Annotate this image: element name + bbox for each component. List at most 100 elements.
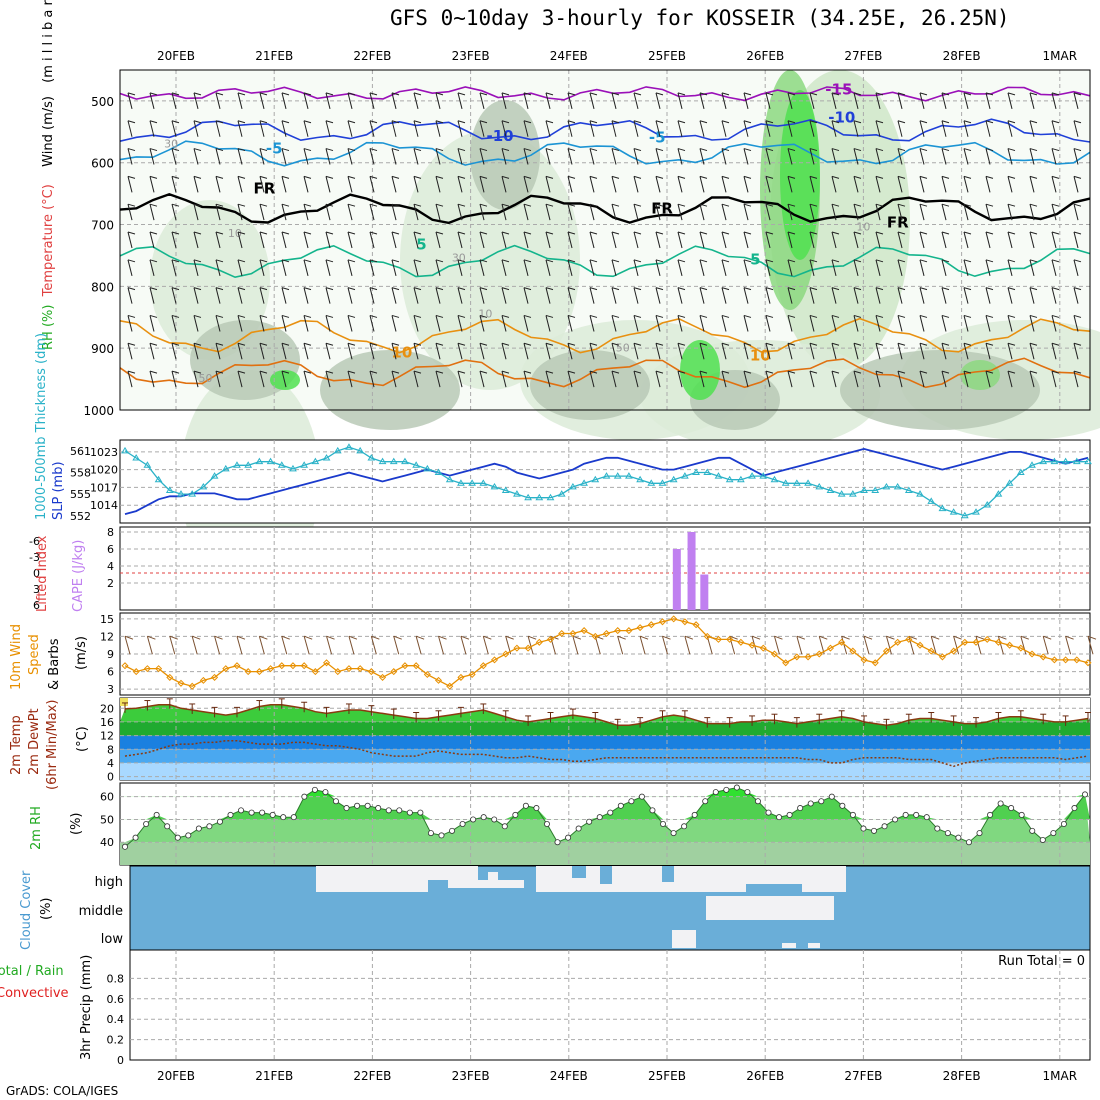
wind-barb: [611, 203, 620, 207]
wind-barb: [787, 259, 796, 263]
wind-barb: [699, 203, 708, 207]
wind-barb: [149, 92, 155, 110]
wind-barb: [809, 370, 815, 388]
wind-speed-point: [927, 647, 935, 655]
wind-barb: [303, 148, 312, 152]
wind-barb: [1051, 203, 1060, 207]
wind-barb: [1073, 342, 1082, 346]
wind-barb: [721, 259, 727, 276]
wind-barb: [1007, 175, 1016, 179]
wind-barb: [413, 204, 419, 221]
rh-point: [227, 811, 234, 818]
wind-barb: [919, 175, 928, 179]
wind-barb: [787, 370, 796, 374]
precip-tick-label: 0.2: [107, 1034, 125, 1047]
rh-point: [776, 814, 783, 821]
wind-barb: [655, 343, 661, 360]
wind-barb: [765, 175, 774, 179]
thickness-point: [322, 454, 331, 461]
thickness-point: [289, 464, 297, 472]
wind-barb: [457, 259, 463, 276]
wind-barb: [963, 92, 972, 96]
wind-barb: [193, 204, 199, 221]
wind-barb: [523, 148, 529, 165]
wind-barb: [787, 92, 796, 96]
wind-barb-10m: [662, 635, 671, 640]
wind-barb: [633, 120, 639, 137]
wind-barb: [391, 120, 397, 137]
rh-point: [849, 811, 856, 818]
wind-barb: [1051, 120, 1057, 137]
wind-speed-point: [1062, 656, 1070, 664]
thickness-point: [210, 472, 219, 479]
wind-barb: [413, 231, 419, 249]
wind-barb: [633, 370, 639, 388]
wind-barb: [1051, 120, 1060, 124]
wind-barb: [281, 343, 287, 360]
wind-barb-10m: [819, 635, 828, 640]
wind-barb: [303, 315, 309, 332]
wind-barb: [303, 342, 312, 346]
wind-barb: [303, 259, 312, 263]
thickness-point: [983, 500, 992, 508]
wind-barb: [897, 259, 906, 263]
wind-barb: [809, 148, 815, 165]
pressure-tick-label: 500: [91, 95, 114, 109]
cape-bar: [687, 532, 696, 610]
wind-barb: [545, 370, 554, 374]
wind-barb: [193, 203, 202, 207]
rh-point: [649, 807, 656, 814]
wind-barb: [787, 175, 796, 179]
thickness-point: [647, 479, 656, 486]
wind-barb: [545, 370, 551, 388]
wind-barb-10m: [214, 636, 221, 655]
pressure-tick-label: 1000: [83, 404, 114, 418]
wind-speed-point: [255, 668, 263, 676]
wind-barb-10m: [415, 635, 425, 640]
wind-barb: [545, 314, 554, 318]
wind-barb: [1073, 148, 1079, 165]
rh-contour-fill: [780, 90, 820, 260]
wind-barb-10m: [886, 635, 895, 640]
wind-barb: [677, 370, 686, 374]
wind-barb: [1073, 231, 1082, 235]
wind-barb: [765, 120, 774, 124]
wind-barb: [127, 231, 136, 235]
wind-barb: [523, 92, 529, 110]
thickness-point: [636, 475, 644, 483]
cape-ylabel-text: CAPE (J/kg): [71, 540, 86, 612]
rh-point: [670, 830, 677, 837]
wind-barb: [655, 148, 661, 165]
wind-barb: [831, 231, 837, 249]
wind-barb: [479, 148, 485, 165]
wind-barb: [809, 120, 818, 124]
wind-barb: [985, 204, 991, 221]
wind-barb: [347, 148, 356, 152]
wind-barb-10m: [124, 636, 131, 655]
wind-barb: [479, 287, 485, 304]
wind-barb: [853, 287, 859, 304]
wind-speed-point: [916, 641, 924, 649]
cape-bar: [700, 574, 709, 610]
top-date-label: 21FEB: [255, 49, 293, 63]
wind-barb: [611, 287, 617, 304]
wind-barb: [545, 259, 554, 263]
wind-speed-point: [513, 644, 521, 652]
wind-barb: [149, 203, 158, 207]
wind-barb: [743, 175, 752, 179]
wind-barb: [259, 343, 265, 360]
wind-barb: [941, 343, 947, 360]
wind-barb: [1029, 315, 1035, 332]
wind-barb-10m: [438, 636, 445, 655]
wind-barb: [853, 342, 862, 346]
rh-point: [206, 823, 213, 830]
run-total-annotation: Run Total = 0: [998, 954, 1085, 969]
wind-barb: [941, 314, 950, 318]
wind-barb: [1029, 120, 1038, 124]
wind-barb-10m: [1020, 635, 1029, 640]
rh-point: [185, 832, 192, 839]
rh-point: [860, 825, 867, 832]
wind-barb: [369, 92, 375, 110]
wind-barb: [875, 259, 881, 276]
wind-barb: [171, 259, 177, 276]
